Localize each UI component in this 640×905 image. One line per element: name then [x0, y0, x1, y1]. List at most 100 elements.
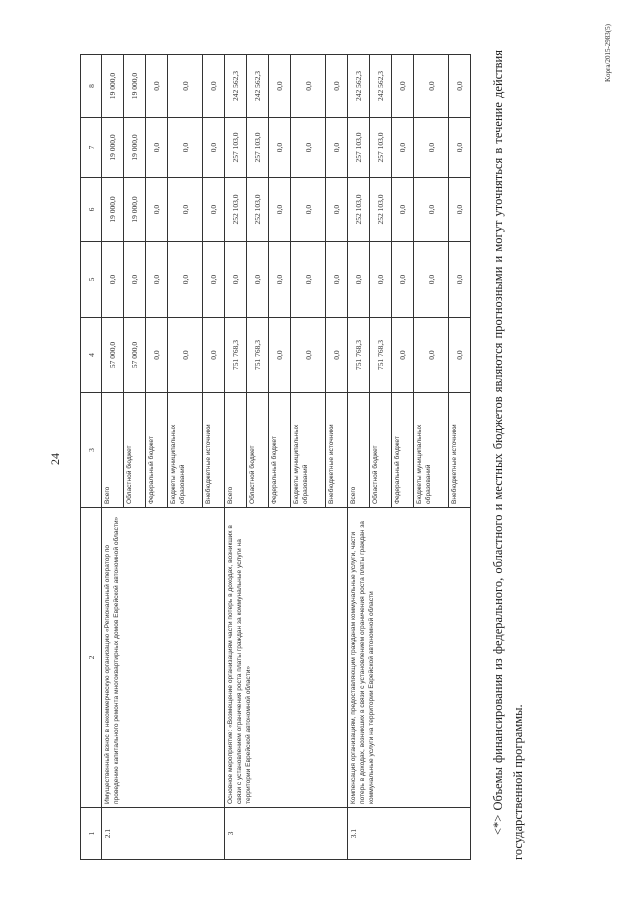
item-number: 3.1 [347, 807, 471, 860]
amount-cell: 0,0 [413, 117, 449, 178]
amount-cell: 257 103,0 [246, 117, 269, 178]
column-header: 4 [80, 317, 102, 393]
amount-cell: 19 000,0 [123, 54, 146, 118]
amount-cell: 57 000,0 [123, 317, 146, 393]
amount-cell: 0,0 [145, 177, 168, 242]
funding-source: Всего [101, 392, 124, 508]
amount-cell: 242 562,3 [347, 54, 370, 118]
amount-cell: 0,0 [290, 241, 326, 318]
amount-cell: 242 562,3 [246, 54, 269, 118]
amount-cell: 0,0 [224, 241, 247, 318]
amount-cell: 252 103,0 [369, 177, 392, 242]
amount-cell: 0,0 [145, 117, 168, 178]
amount-cell: 0,0 [167, 54, 203, 118]
amount-cell: 0,0 [202, 117, 225, 178]
table-row: 3.1 Компенсация организациям, предоставля… [347, 54, 471, 860]
funding-source: Внебюджетные источники [325, 392, 348, 508]
amount-cell: 57 000,0 [101, 317, 124, 393]
amount-cell: 257 103,0 [224, 117, 247, 178]
amount-cell: 242 562,3 [369, 54, 392, 118]
funding-source: Федеральный бюджет [145, 392, 168, 508]
amount-cell: 751 768,3 [369, 317, 392, 393]
amount-cell: 0,0 [391, 317, 414, 393]
funding-source: Бюджеты муниципальных образований [290, 392, 326, 508]
funding-source: Областной бюджет [246, 392, 269, 508]
column-header: 8 [80, 54, 102, 118]
amount-cell: 257 103,0 [369, 117, 392, 178]
item-title: Основное мероприятие: «Возмещение органи… [224, 507, 348, 808]
amount-cell: 0,0 [325, 241, 348, 318]
amount-cell: 0,0 [347, 241, 370, 318]
funding-source: Бюджеты муниципальных образований [167, 392, 203, 508]
amount-cell: 0,0 [101, 241, 124, 318]
amount-cell: 0,0 [413, 177, 449, 242]
document-stamp: Kopra/2015-2983(5) [604, 24, 612, 82]
amount-cell: 0,0 [145, 241, 168, 318]
column-header: 5 [80, 241, 102, 318]
amount-cell: 0,0 [145, 54, 168, 118]
amount-cell: 0,0 [325, 117, 348, 178]
amount-cell: 0,0 [145, 317, 168, 393]
amount-cell: 0,0 [369, 241, 392, 318]
amount-cell: 0,0 [268, 241, 291, 318]
funding-source: Бюджеты муниципальных образований [413, 392, 449, 508]
amount-cell: 0,0 [391, 54, 414, 118]
item-title: Имущественный взнос в некоммерческую орг… [101, 507, 225, 808]
amount-cell: 0,0 [268, 117, 291, 178]
column-header: 3 [80, 392, 102, 508]
item-number: 2.1 [101, 807, 225, 860]
amount-cell: 0,0 [202, 241, 225, 318]
amount-cell: 252 103,0 [246, 177, 269, 242]
amount-cell: 0,0 [448, 117, 471, 178]
amount-cell: 0,0 [167, 117, 203, 178]
amount-cell: 0,0 [391, 241, 414, 318]
amount-cell: 0,0 [325, 54, 348, 118]
amount-cell: 0,0 [290, 317, 326, 393]
amount-cell: 19 000,0 [101, 54, 124, 118]
amount-cell: 0,0 [325, 177, 348, 242]
amount-cell: 0,0 [448, 177, 471, 242]
amount-cell: 0,0 [246, 241, 269, 318]
amount-cell: 751 768,3 [246, 317, 269, 393]
amount-cell: 257 103,0 [347, 117, 370, 178]
amount-cell: 0,0 [167, 317, 203, 393]
amount-cell: 242 562,3 [224, 54, 247, 118]
amount-cell: 0,0 [391, 177, 414, 242]
amount-cell: 0,0 [448, 54, 471, 118]
amount-cell: 0,0 [268, 54, 291, 118]
table-row: 3 Основное мероприятие: «Возмещение орган… [224, 54, 348, 860]
column-header: 1 [80, 807, 102, 860]
amount-cell: 0,0 [202, 54, 225, 118]
column-header: 6 [80, 177, 102, 242]
column-header: 2 [80, 507, 102, 808]
item-title: Компенсация организациям, предоставляющи… [347, 507, 471, 808]
amount-cell: 0,0 [290, 54, 326, 118]
table-row: 2.1 Имущественный взнос в некоммерческую … [101, 54, 225, 860]
item-number: 3 [224, 807, 348, 860]
financing-table: 1 2 3 4 5 6 7 8 2.1 Имущественный взнос в некомме… [80, 54, 471, 860]
amount-cell: 0,0 [290, 177, 326, 242]
amount-cell: 19 000,0 [101, 177, 124, 242]
amount-cell: 0,0 [413, 241, 449, 318]
amount-cell: 751 768,3 [347, 317, 370, 393]
column-header: 7 [80, 117, 102, 178]
funding-source: Внебюджетные источники [202, 392, 225, 508]
amount-cell: 0,0 [202, 317, 225, 393]
amount-cell: 0,0 [290, 117, 326, 178]
amount-cell: 751 768,3 [224, 317, 247, 393]
amount-cell: 0,0 [123, 241, 146, 318]
funding-source: Федеральный бюджет [268, 392, 291, 508]
amount-cell: 19 000,0 [123, 117, 146, 178]
funding-source: Федеральный бюджет [391, 392, 414, 508]
page-number: 24 [48, 453, 62, 465]
funding-source: Всего [347, 392, 370, 508]
amount-cell: 0,0 [202, 177, 225, 242]
funding-source: Областной бюджет [123, 392, 146, 508]
amount-cell: 0,0 [448, 241, 471, 318]
amount-cell: 0,0 [325, 317, 348, 393]
footnote: <*> Объемы финансирования из федеральног… [491, 50, 525, 860]
amount-cell: 252 103,0 [347, 177, 370, 242]
funding-source: Внебюджетные источники [448, 392, 471, 508]
amount-cell: 0,0 [268, 177, 291, 242]
